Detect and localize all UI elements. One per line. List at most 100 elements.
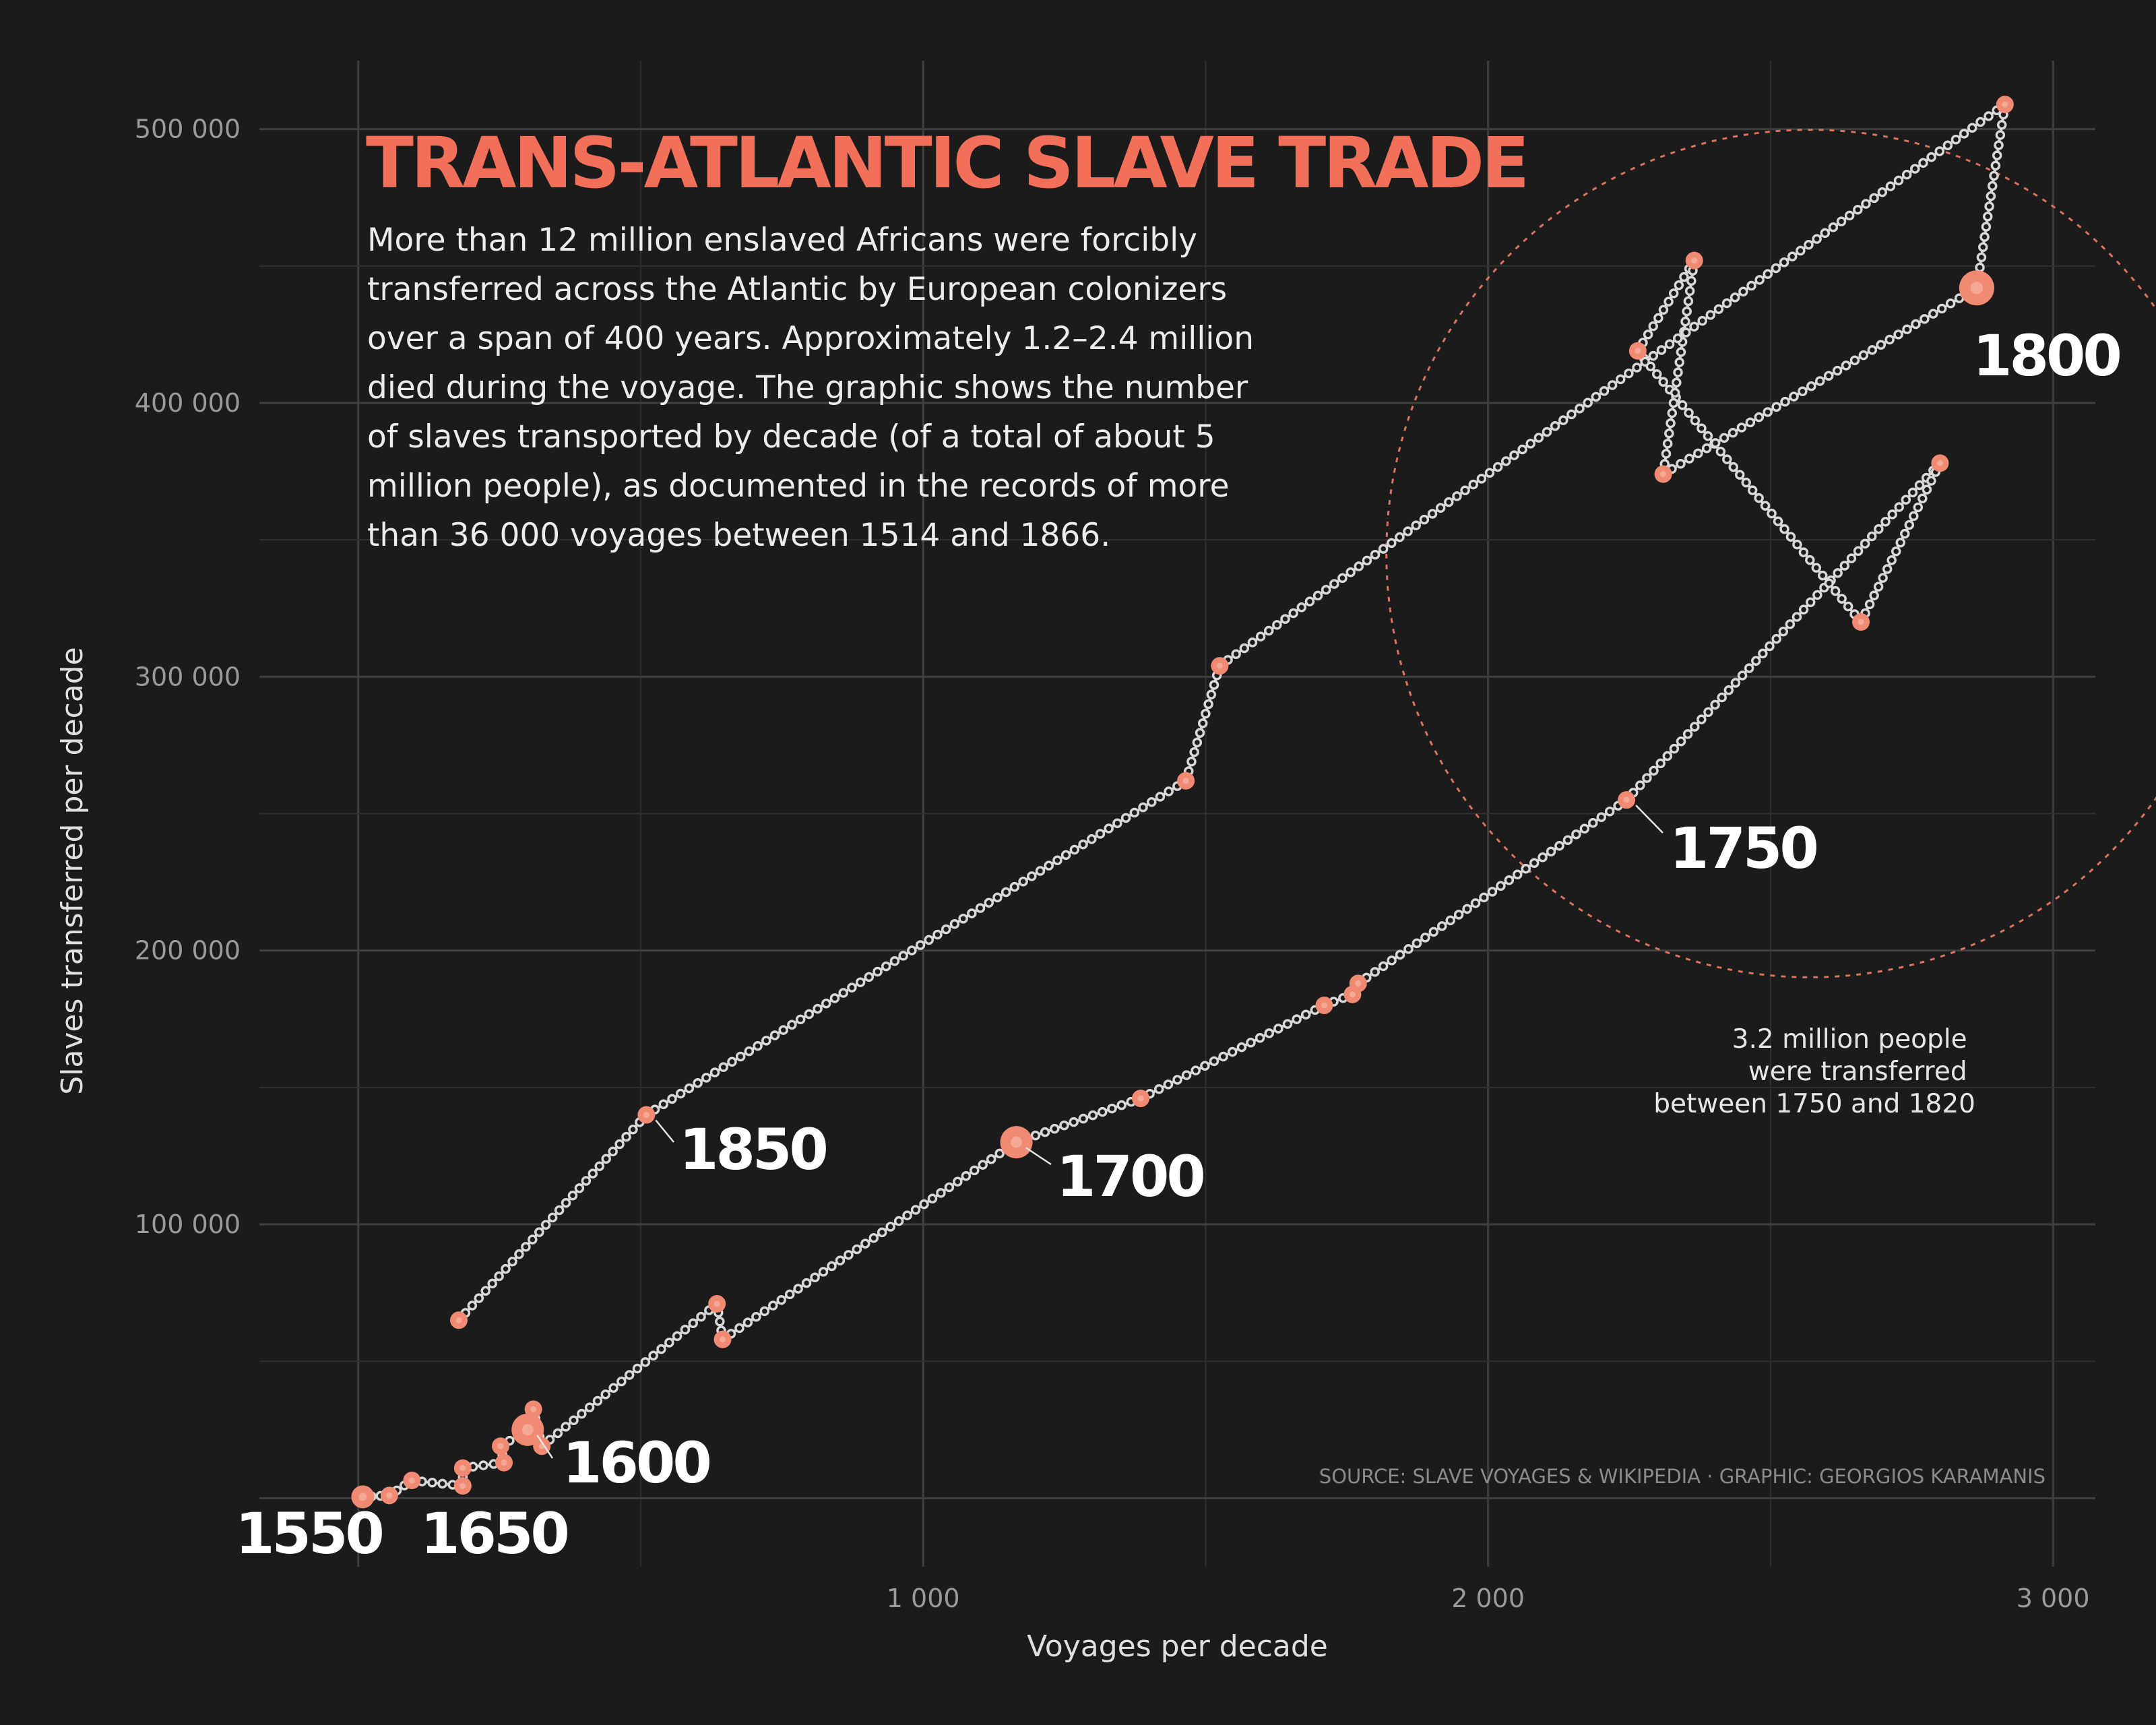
data-point-highlight bbox=[1011, 1136, 1022, 1148]
trajectory-dot bbox=[1787, 251, 1798, 261]
data-point-highlight bbox=[459, 1482, 466, 1489]
trajectory-dot bbox=[1411, 520, 1421, 531]
trajectory-dot bbox=[1550, 421, 1560, 431]
trajectory-dot bbox=[776, 1294, 786, 1305]
trajectory-dot bbox=[1345, 567, 1356, 577]
trajectory-dot bbox=[1292, 1014, 1302, 1024]
trajectory-dot bbox=[1902, 324, 1912, 334]
trajectory-dot bbox=[1191, 1065, 1201, 1075]
trajectory-dot bbox=[494, 1271, 504, 1282]
trajectory-dot bbox=[1839, 561, 1850, 571]
trajectory-dot bbox=[919, 1199, 929, 1210]
trajectory-dot bbox=[1395, 949, 1405, 960]
x-tick-label: 2 000 bbox=[1451, 1583, 1525, 1613]
trajectory-dot bbox=[1164, 786, 1174, 796]
trajectory-dot bbox=[1928, 309, 1938, 319]
trajectory-dot bbox=[1655, 758, 1666, 769]
trajectory-dot bbox=[1203, 699, 1213, 710]
trajectory-dot bbox=[1910, 164, 1920, 174]
trajectory-dot bbox=[1922, 484, 1932, 495]
y-tick-label: 300 000 bbox=[135, 662, 241, 691]
trajectory-dot bbox=[1648, 350, 1659, 361]
trajectory-dot bbox=[1533, 433, 1544, 443]
trajectory-dot bbox=[1876, 340, 1886, 350]
trajectory-dot bbox=[1273, 1024, 1283, 1034]
trajectory-dot bbox=[1452, 491, 1462, 501]
data-point-highlight bbox=[521, 1424, 534, 1436]
trajectory-dot bbox=[1812, 234, 1822, 244]
data-point-highlight bbox=[714, 1300, 720, 1307]
grid-lines bbox=[259, 61, 2095, 1567]
trajectory-dot bbox=[1642, 773, 1652, 783]
trajectory-dot bbox=[927, 1193, 938, 1203]
trajectory-dot bbox=[1754, 412, 1765, 422]
trajectory-dot bbox=[1824, 578, 1834, 588]
trajectory-dot bbox=[978, 1160, 988, 1170]
trajectory-dot bbox=[1504, 875, 1515, 885]
trajectory-dot bbox=[994, 1148, 1005, 1159]
trajectory-dot bbox=[1656, 345, 1667, 355]
trajectory-dot bbox=[1664, 339, 1675, 350]
trajectory-dot bbox=[1616, 374, 1626, 385]
trajectory-dot bbox=[1661, 449, 1672, 459]
trajectory-dot bbox=[1878, 573, 1888, 583]
trajectory-dot bbox=[1579, 823, 1590, 834]
trajectory-dot bbox=[734, 1323, 744, 1334]
trajectory-dot bbox=[1758, 648, 1768, 659]
trajectory-dot bbox=[1990, 160, 2001, 171]
trajectory-dot bbox=[1492, 462, 1503, 472]
trajectory-dot bbox=[581, 1176, 592, 1186]
trajectory-dot bbox=[1050, 1123, 1060, 1134]
trajectory-dot bbox=[1329, 579, 1339, 589]
trajectory-dot bbox=[768, 1300, 778, 1311]
trajectory-dot bbox=[1744, 663, 1754, 673]
trajectory-dot bbox=[1255, 1033, 1265, 1043]
trajectory-dot bbox=[1542, 427, 1552, 437]
trajectory-dot bbox=[1668, 398, 1679, 408]
trajectory-dot bbox=[759, 1306, 770, 1317]
data-point-highlight bbox=[1858, 619, 1864, 625]
trajectory-dot bbox=[795, 1014, 806, 1025]
x-axis-title: Voyages per decade bbox=[1027, 1629, 1328, 1664]
trajectory-dot bbox=[1664, 428, 1674, 439]
data-point-highlight bbox=[1355, 980, 1362, 986]
subtitle-line: of slaves transported by decade (of a to… bbox=[367, 418, 1215, 456]
trajectory-dot bbox=[467, 1300, 478, 1311]
trajectory-dot bbox=[561, 1197, 571, 1208]
trajectory-dot bbox=[1571, 829, 1581, 840]
trajectory-dot bbox=[1843, 601, 1853, 612]
trajectory-dot bbox=[847, 982, 857, 993]
trajectory-dot bbox=[1717, 692, 1727, 703]
trajectory-dot bbox=[693, 1078, 703, 1088]
trajectory-dot bbox=[1680, 316, 1690, 327]
trajectory-dot bbox=[621, 1131, 631, 1142]
trajectory-dot bbox=[1120, 813, 1131, 823]
trajectory-dot bbox=[1882, 564, 1893, 574]
trajectory-dot bbox=[910, 1205, 921, 1215]
trajectory-dot bbox=[1951, 134, 1961, 145]
trajectory-dot bbox=[1703, 431, 1713, 441]
trajectory-dot bbox=[507, 1256, 517, 1267]
trajectory-dot bbox=[715, 1317, 725, 1327]
trajectory-dot bbox=[1996, 120, 2007, 130]
trajectory-dot bbox=[1684, 286, 1695, 296]
trajectory-dot bbox=[1663, 296, 1674, 307]
trajectory-dot bbox=[554, 1205, 565, 1216]
data-point-highlight bbox=[1216, 662, 1223, 669]
annotation-line: 3.2 million people bbox=[1732, 1024, 1967, 1055]
trajectory-dot bbox=[1681, 327, 1691, 338]
trajectory-dot bbox=[547, 1212, 558, 1223]
subtitle-line: than 36 000 voyages between 1514 and 186… bbox=[367, 517, 1110, 554]
trajectory-dot bbox=[742, 1317, 753, 1327]
trajectory-dot bbox=[1095, 829, 1106, 839]
trajectory-dot bbox=[1984, 111, 1994, 121]
trajectory-dot bbox=[1186, 757, 1197, 767]
trajectory-dot bbox=[1823, 371, 1834, 381]
decade-label: 1650 bbox=[420, 1501, 567, 1567]
trajectory-dot bbox=[608, 1383, 619, 1393]
trajectory-dot bbox=[1387, 955, 1397, 966]
highlight-circle bbox=[1385, 129, 2156, 978]
trajectory-dot bbox=[1779, 257, 1789, 268]
trajectory-dot bbox=[561, 1422, 571, 1432]
